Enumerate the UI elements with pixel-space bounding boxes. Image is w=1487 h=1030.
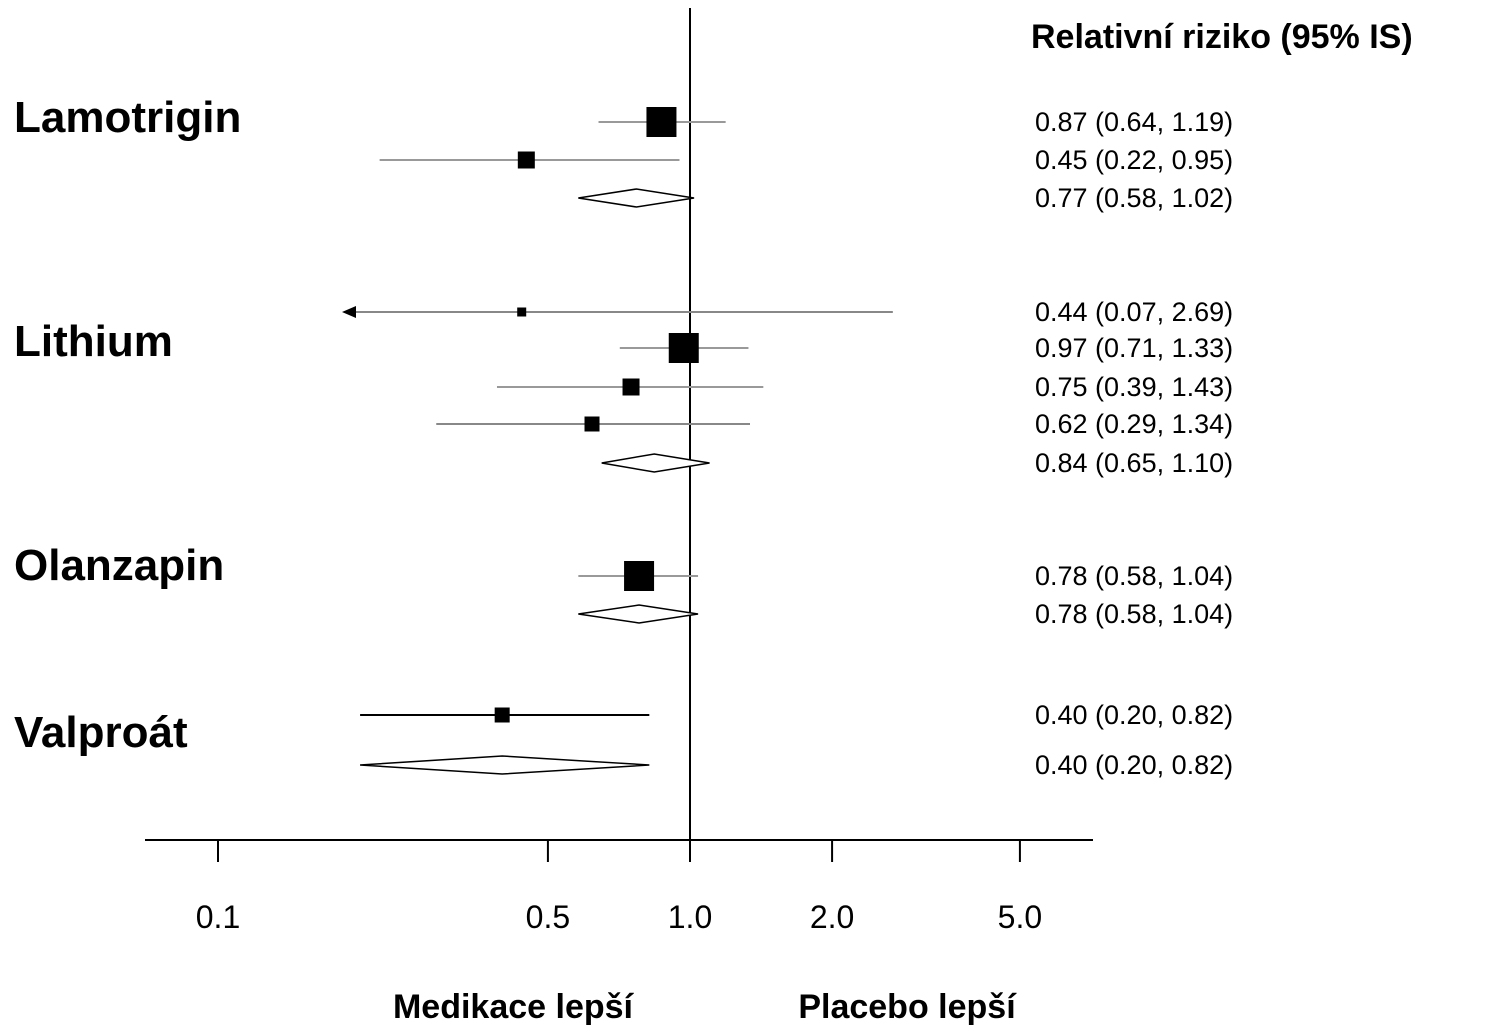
pooled-ci-text: 0.77 (0.58, 1.02) — [1035, 183, 1233, 213]
pooled-diamond — [578, 604, 699, 624]
study-ci-text: 0.78 (0.58, 1.04) — [1035, 561, 1233, 591]
study-point — [622, 378, 640, 396]
group-label: Lamotrigin — [14, 93, 241, 142]
study-ci-text: 0.97 (0.71, 1.33) — [1035, 333, 1233, 363]
pooled-ci-text: 0.40 (0.20, 0.82) — [1035, 750, 1233, 780]
group-label: Olanzapin — [14, 541, 224, 590]
study-ci-text: 0.45 (0.22, 0.95) — [1035, 145, 1233, 175]
pooled-ci-text: 0.84 (0.65, 1.10) — [1035, 448, 1233, 478]
study-ci-text: 0.87 (0.64, 1.19) — [1035, 107, 1233, 137]
x-tick-label: 2.0 — [810, 899, 854, 935]
group-label: Valproát — [14, 708, 188, 757]
study-ci-text: 0.44 (0.07, 2.69) — [1035, 297, 1233, 327]
ci-header: Relativní riziko (95% IS) — [1031, 18, 1413, 56]
pooled-diamond — [578, 188, 695, 208]
x-tick-label: 0.1 — [196, 899, 240, 935]
study-point — [584, 416, 600, 432]
x-tick-label: 0.5 — [526, 899, 570, 935]
study-point — [646, 107, 677, 137]
pooled-ci-text: 0.78 (0.58, 1.04) — [1035, 599, 1233, 629]
study-ci-text: 0.62 (0.29, 1.34) — [1035, 409, 1233, 439]
pooled-diamond — [601, 453, 710, 473]
pooled-diamond — [360, 755, 650, 775]
study-point — [517, 307, 527, 317]
favours-placebo-label: Placebo lepší — [798, 988, 1017, 1026]
ci-arrow-left — [342, 306, 356, 318]
x-tick-label: 5.0 — [998, 899, 1042, 935]
study-ci-text: 0.75 (0.39, 1.43) — [1035, 372, 1233, 402]
study-ci-text: 0.40 (0.20, 0.82) — [1035, 700, 1233, 730]
x-tick-label: 1.0 — [668, 899, 712, 935]
study-point — [517, 151, 535, 169]
study-point — [494, 707, 510, 723]
study-point — [668, 333, 699, 363]
favours-treatment-label: Medikace lepší — [393, 988, 635, 1026]
group-label: Lithium — [14, 317, 173, 366]
study-point — [624, 561, 655, 591]
